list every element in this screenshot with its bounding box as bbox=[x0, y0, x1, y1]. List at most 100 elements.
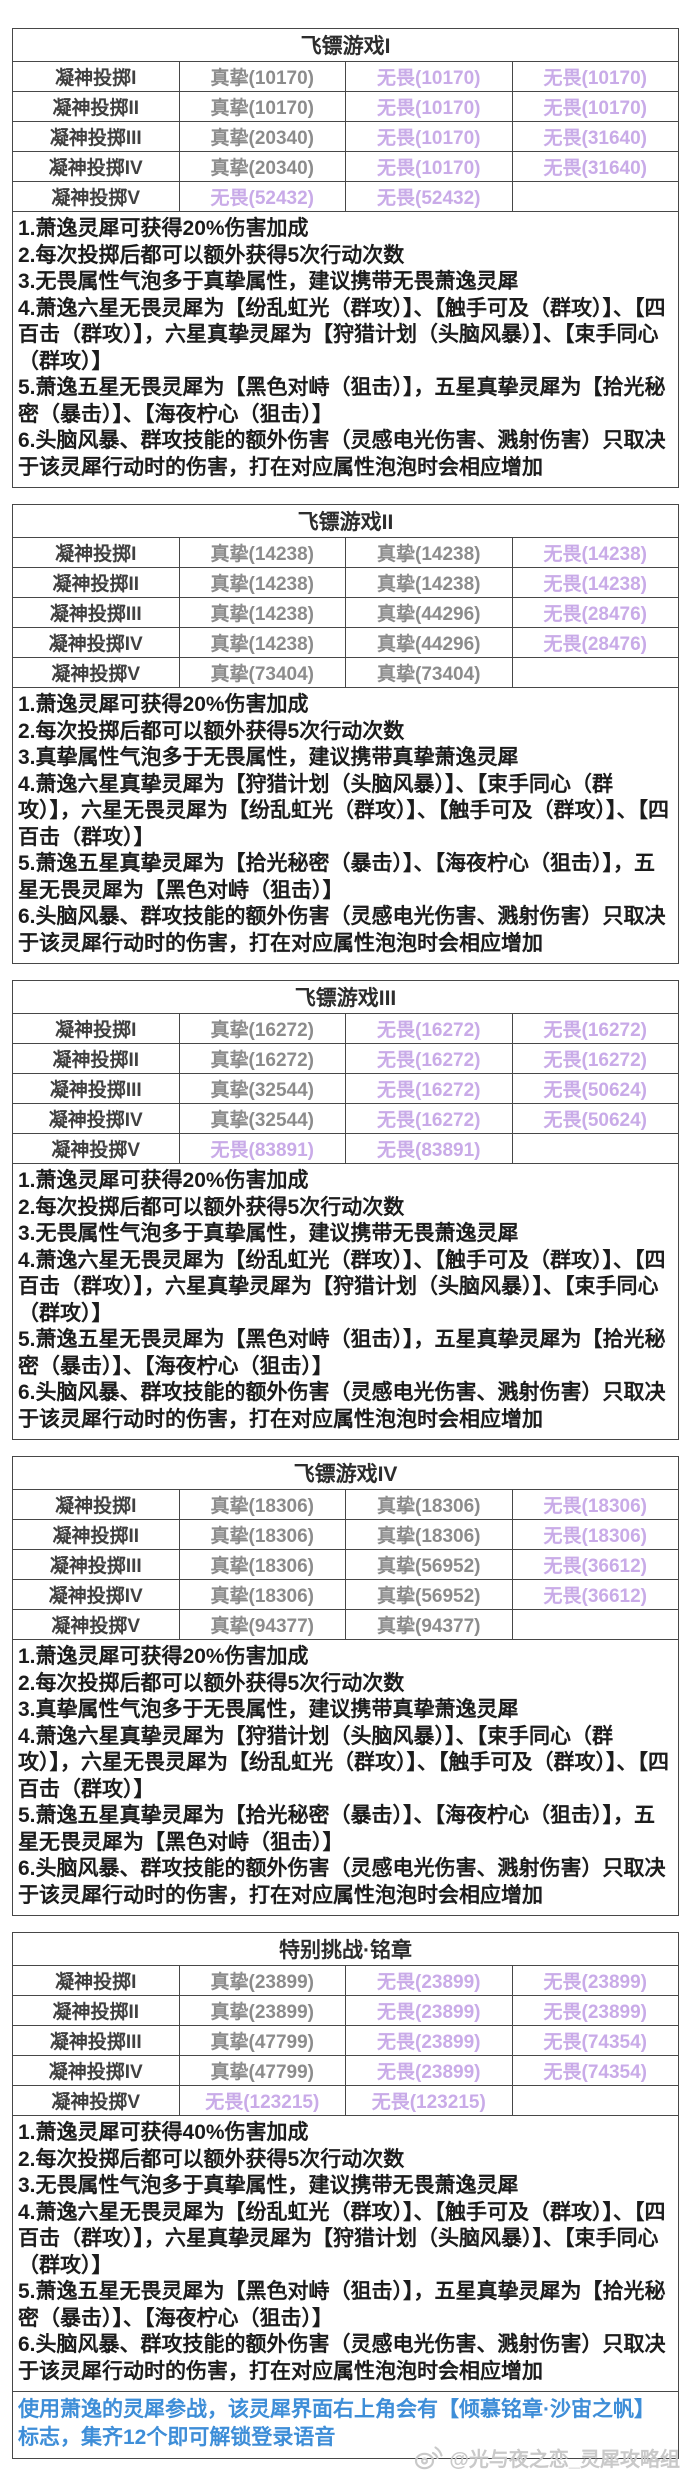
row-label: 凝神投掷V bbox=[12, 1609, 180, 1640]
row-label: 凝神投掷III bbox=[12, 2025, 180, 2056]
note-line: 3.无畏属性气泡多于真挚属性，建议携带无畏萧逸灵犀 bbox=[18, 270, 519, 293]
value-cell: 真挚(14238) bbox=[178, 537, 346, 568]
section-title: 飞镖游戏II bbox=[12, 504, 679, 538]
row-label: 凝神投掷III bbox=[12, 121, 180, 152]
value-cell: 无畏(23899) bbox=[345, 1995, 513, 2026]
notes-cell: 1.萧逸灵犀可获得20%伤害加成 2.每次投掷后都可以额外获得5次行动次数 3.无畏… bbox=[12, 1163, 679, 1440]
value-cell: 无畏(10170) bbox=[345, 61, 513, 92]
sections-container: 飞镖游戏I 凝神投掷I 真挚(10170) 无畏(10170) 无畏(10170) 凝神投… bbox=[12, 28, 679, 2459]
value-cell: 真挚(14238) bbox=[178, 627, 346, 658]
row-label: 凝神投掷I bbox=[12, 1489, 180, 1520]
value-cell: 无畏(23899) bbox=[511, 1965, 679, 1996]
watermark-text: @光与夜之恋_灵犀攻略组 bbox=[449, 2449, 680, 2471]
value-cell: 真挚(47799) bbox=[178, 2055, 346, 2086]
value-cell: 无畏(10170) bbox=[511, 91, 679, 122]
row-label: 凝神投掷V bbox=[12, 2085, 180, 2116]
table-row: 凝神投掷IV 真挚(14238) 真挚(44296) 无畏(28476) bbox=[12, 627, 679, 658]
row-label: 凝神投掷II bbox=[12, 567, 180, 598]
notes-cell: 1.萧逸灵犀可获得40%伤害加成 2.每次投掷后都可以额外获得5次行动次数 3.无畏… bbox=[12, 2115, 679, 2392]
value-cell: 无畏(14238) bbox=[511, 567, 679, 598]
row-label: 凝神投掷V bbox=[12, 181, 180, 212]
value-cell: 无畏(14238) bbox=[511, 537, 679, 568]
value-cell: 无畏(16272) bbox=[345, 1043, 513, 1074]
value-cell: 无畏(83891) bbox=[178, 1133, 346, 1164]
note-line: 1.萧逸灵犀可获得20%伤害加成 bbox=[18, 1169, 309, 1192]
note-line: 2.每次投掷后都可以额外获得5次行动次数 bbox=[18, 2147, 405, 2171]
value-cell: 真挚(47799) bbox=[178, 2025, 346, 2056]
section-table: 飞镖游戏IV 凝神投掷I 真挚(18306) 真挚(18306) 无畏(18306) 凝神… bbox=[12, 1456, 679, 1916]
note-line: 6.头脑风暴、群攻技能的额外伤害（灵感电光伤害、溅射伤害）只取决于该灵犀行动时的… bbox=[18, 1381, 666, 1431]
note-line: 2.每次投掷后都可以额外获得5次行动次数 bbox=[18, 719, 405, 743]
notes-row: 1.萧逸灵犀可获得20%伤害加成 2.每次投掷后都可以额外获得5次行动次数 3.真挚… bbox=[12, 1639, 679, 1916]
value-cell: 无畏(123215) bbox=[178, 2085, 346, 2116]
table-row: 凝神投掷I 真挚(10170) 无畏(10170) 无畏(10170) bbox=[12, 61, 679, 92]
table-row: 凝神投掷V 无畏(52432) 无畏(52432) bbox=[12, 181, 679, 212]
note-line: 3.真挚属性气泡多于无畏属性，建议携带真挚萧逸灵犀 bbox=[18, 1698, 519, 1721]
notes-row: 1.萧逸灵犀可获得20%伤害加成 2.每次投掷后都可以额外获得5次行动次数 3.真挚… bbox=[12, 687, 679, 964]
notes-cell: 1.萧逸灵犀可获得20%伤害加成 2.每次投掷后都可以额外获得5次行动次数 3.无畏… bbox=[12, 211, 679, 488]
section-title-row: 飞镖游戏II bbox=[12, 504, 679, 538]
row-label: 凝神投掷IV bbox=[12, 1103, 180, 1134]
value-cell: 真挚(94377) bbox=[178, 1609, 346, 1640]
row-label: 凝神投掷III bbox=[12, 1073, 180, 1104]
value-cell: 无畏(50624) bbox=[511, 1103, 679, 1134]
value-cell: 真挚(14238) bbox=[345, 567, 513, 598]
note-line: 1.萧逸灵犀可获得20%伤害加成 bbox=[18, 217, 309, 240]
note-line: 1.萧逸灵犀可获得40%伤害加成 bbox=[18, 2121, 309, 2144]
section-table: 飞镖游戏I 凝神投掷I 真挚(10170) 无畏(10170) 无畏(10170) 凝神投… bbox=[12, 28, 679, 488]
row-label: 凝神投掷II bbox=[12, 1043, 180, 1074]
value-cell: 真挚(18306) bbox=[178, 1489, 346, 1520]
value-cell: 真挚(10170) bbox=[178, 91, 346, 122]
table-row: 凝神投掷V 无畏(83891) 无畏(83891) bbox=[12, 1133, 679, 1164]
note-line: 3.无畏属性气泡多于真挚属性，建议携带无畏萧逸灵犀 bbox=[18, 1222, 519, 1245]
value-cell: 真挚(32544) bbox=[178, 1073, 346, 1104]
note-line: 1.萧逸灵犀可获得20%伤害加成 bbox=[18, 1645, 309, 1668]
note-line: 4.萧逸六星无畏灵犀为【纷乱虹光（群攻）】、【触手可及（群攻）】、【四百击（群攻… bbox=[18, 1248, 666, 1325]
value-cell: 无畏(36612) bbox=[511, 1549, 679, 1580]
value-cell: 真挚(44296) bbox=[345, 627, 513, 658]
table-row: 凝神投掷II 真挚(18306) 真挚(18306) 无畏(18306) bbox=[12, 1519, 679, 1550]
value-cell: 真挚(56952) bbox=[345, 1549, 513, 1580]
value-cell: 无畏(123215) bbox=[345, 2085, 513, 2116]
table-row: 凝神投掷IV 真挚(20340) 无畏(10170) 无畏(31640) bbox=[12, 151, 679, 182]
value-cell: 无畏(10170) bbox=[345, 121, 513, 152]
value-cell: 真挚(10170) bbox=[178, 61, 346, 92]
value-cell: 真挚(14238) bbox=[178, 567, 346, 598]
value-cell: 无畏(23899) bbox=[511, 1995, 679, 2026]
table-row: 凝神投掷IV 真挚(32544) 无畏(16272) 无畏(50624) bbox=[12, 1103, 679, 1134]
value-cell: 无畏(36612) bbox=[511, 1579, 679, 1610]
value-cell: 无畏(16272) bbox=[345, 1013, 513, 1044]
table-row: 凝神投掷I 真挚(23899) 无畏(23899) 无畏(23899) bbox=[12, 1965, 679, 1996]
row-label: 凝神投掷I bbox=[12, 61, 180, 92]
row-label: 凝神投掷IV bbox=[12, 1579, 180, 1610]
row-label: 凝神投掷II bbox=[12, 1519, 180, 1550]
row-label: 凝神投掷I bbox=[12, 1965, 180, 1996]
value-cell: 真挚(18306) bbox=[178, 1579, 346, 1610]
value-cell: 真挚(73404) bbox=[178, 657, 346, 688]
table-row: 凝神投掷II 真挚(14238) 真挚(14238) 无畏(14238) bbox=[12, 567, 679, 598]
value-cell: 真挚(94377) bbox=[345, 1609, 513, 1640]
note-line: 2.每次投掷后都可以额外获得5次行动次数 bbox=[18, 1671, 405, 1695]
value-cell: 无畏(18306) bbox=[511, 1489, 679, 1520]
table-row: 凝神投掷III 真挚(20340) 无畏(10170) 无畏(31640) bbox=[12, 121, 679, 152]
row-label: 凝神投掷V bbox=[12, 657, 180, 688]
value-cell: 无畏(52432) bbox=[345, 181, 513, 212]
table-row: 凝神投掷III 真挚(18306) 真挚(56952) 无畏(36612) bbox=[12, 1549, 679, 1580]
value-cell: 无畏(16272) bbox=[345, 1073, 513, 1104]
note-line: 5.萧逸五星无畏灵犀为【黑色对峙（狙击）】，五星真挚灵犀为【拾光秘密（暴击）】、… bbox=[18, 1328, 666, 1378]
note-line: 3.无畏属性气泡多于真挚属性，建议携带无畏萧逸灵犀 bbox=[18, 2174, 519, 2197]
table-row: 凝神投掷III 真挚(47799) 无畏(23899) 无畏(74354) bbox=[12, 2025, 679, 2056]
note-line: 3.真挚属性气泡多于无畏属性，建议携带真挚萧逸灵犀 bbox=[18, 746, 519, 769]
notes-row: 1.萧逸灵犀可获得40%伤害加成 2.每次投掷后都可以额外获得5次行动次数 3.无畏… bbox=[12, 2115, 679, 2392]
note-line: 6.头脑风暴、群攻技能的额外伤害（灵感电光伤害、溅射伤害）只取决于该灵犀行动时的… bbox=[18, 2333, 666, 2383]
row-label: 凝神投掷III bbox=[12, 1549, 180, 1580]
table-row: 凝神投掷I 真挚(14238) 真挚(14238) 无畏(14238) bbox=[12, 537, 679, 568]
notes-row: 1.萧逸灵犀可获得20%伤害加成 2.每次投掷后都可以额外获得5次行动次数 3.无畏… bbox=[12, 1163, 679, 1440]
note-line: 5.萧逸五星无畏灵犀为【黑色对峙（狙击）】，五星真挚灵犀为【拾光秘密（暴击）】、… bbox=[18, 376, 666, 426]
table-row: 凝神投掷I 真挚(18306) 真挚(18306) 无畏(18306) bbox=[12, 1489, 679, 1520]
section-table: 飞镖游戏II 凝神投掷I 真挚(14238) 真挚(14238) 无畏(14238) 凝神… bbox=[12, 504, 679, 964]
value-cell: 无畏(16272) bbox=[511, 1043, 679, 1074]
value-cell: 无畏(10170) bbox=[345, 151, 513, 182]
value-cell: 真挚(20340) bbox=[178, 121, 346, 152]
row-label: 凝神投掷I bbox=[12, 537, 180, 568]
